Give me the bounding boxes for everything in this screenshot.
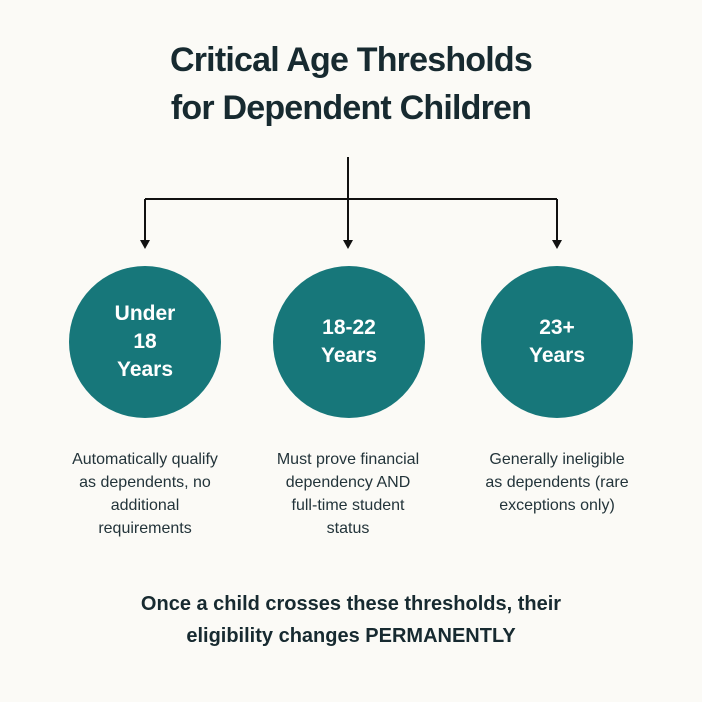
description-line: requirements bbox=[98, 520, 192, 537]
footer-emphasis: PERMANENTLY bbox=[365, 625, 516, 647]
title-line-2: for Dependent Children bbox=[170, 89, 532, 127]
description-line: exceptions only) bbox=[499, 497, 615, 514]
node-description-under-18: Automatically qualify as dependents, no … bbox=[45, 448, 245, 540]
description-line: full-time student bbox=[291, 497, 405, 514]
footer-line-1: Once a child crosses these thresholds, t… bbox=[140, 593, 562, 615]
node-description-23-plus: Generally ineligible as dependents (rare… bbox=[457, 448, 657, 517]
age-node-under-18: Under 18 Years bbox=[69, 266, 221, 418]
description-line: as dependents (rare bbox=[485, 474, 629, 491]
description-line: Must prove financial bbox=[276, 451, 420, 468]
node-label-line: Years bbox=[528, 344, 586, 367]
age-node-23-plus: 23+ Years bbox=[481, 266, 633, 418]
footer-line-2-prefix: eligibility changes bbox=[186, 625, 360, 647]
node-label-line: 23+ bbox=[539, 316, 575, 339]
description-line: Automatically qualify bbox=[72, 451, 218, 468]
age-node-18-22: 18-22 Years bbox=[273, 266, 425, 418]
node-label-line: 18-22 bbox=[322, 316, 376, 339]
description-line: additional bbox=[110, 497, 180, 514]
arrowhead-1 bbox=[140, 240, 150, 249]
node-label-line: Years bbox=[320, 344, 378, 367]
description-line: dependency AND bbox=[285, 474, 411, 491]
diagram-title: Critical Age Thresholds for Dependent Ch… bbox=[0, 36, 702, 132]
node-label-line: Years bbox=[116, 358, 174, 381]
node-description-18-22: Must prove financial dependency AND full… bbox=[248, 448, 448, 540]
title-line-1: Critical Age Thresholds bbox=[170, 41, 533, 79]
description-line: status bbox=[326, 520, 370, 537]
description-line: Generally ineligible bbox=[489, 451, 625, 468]
description-line: as dependents, no bbox=[79, 474, 211, 491]
arrowhead-3 bbox=[552, 240, 562, 249]
footer-line-2: eligibility changes PERMANENTLY bbox=[0, 620, 702, 652]
footer-statement: Once a child crosses these thresholds, t… bbox=[0, 588, 702, 652]
node-label-line: 18 bbox=[133, 330, 157, 353]
node-label-line: Under bbox=[114, 302, 176, 325]
arrowhead-2 bbox=[343, 240, 353, 249]
